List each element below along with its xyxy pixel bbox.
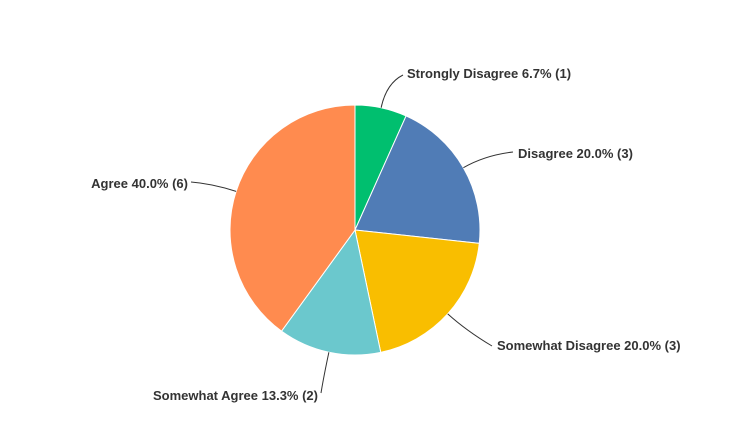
- leader-line: [320, 352, 330, 394]
- leader-line: [447, 313, 493, 347]
- slice-label: Strongly Disagree 6.7% (1): [407, 66, 571, 81]
- leader-line: [190, 181, 237, 192]
- slice-value-label: 6.7% (1): [522, 66, 571, 81]
- slice-label: Disagree 20.0% (3): [518, 146, 633, 161]
- slice-label: Somewhat Agree 13.3% (2): [153, 388, 318, 403]
- leader-line: [463, 151, 514, 169]
- pie-slice: [354, 115, 481, 244]
- slice-value-label: 20.0% (3): [624, 338, 680, 353]
- slice-category: Strongly Disagree: [407, 66, 518, 81]
- leader-line: [380, 74, 404, 108]
- slice-label: Agree 40.0% (6): [91, 176, 188, 191]
- slice-category: Disagree: [518, 146, 573, 161]
- pie-slice: [354, 229, 480, 353]
- slice-category: Agree: [91, 176, 128, 191]
- slice-category: Somewhat Disagree: [497, 338, 621, 353]
- slice-value-label: 13.3% (2): [262, 388, 318, 403]
- slice-label: Somewhat Disagree 20.0% (3): [497, 338, 681, 353]
- pie-slice: [229, 104, 356, 332]
- slice-category: Somewhat Agree: [153, 388, 258, 403]
- slice-value-label: 40.0% (6): [132, 176, 188, 191]
- slice-value-label: 20.0% (3): [577, 146, 633, 161]
